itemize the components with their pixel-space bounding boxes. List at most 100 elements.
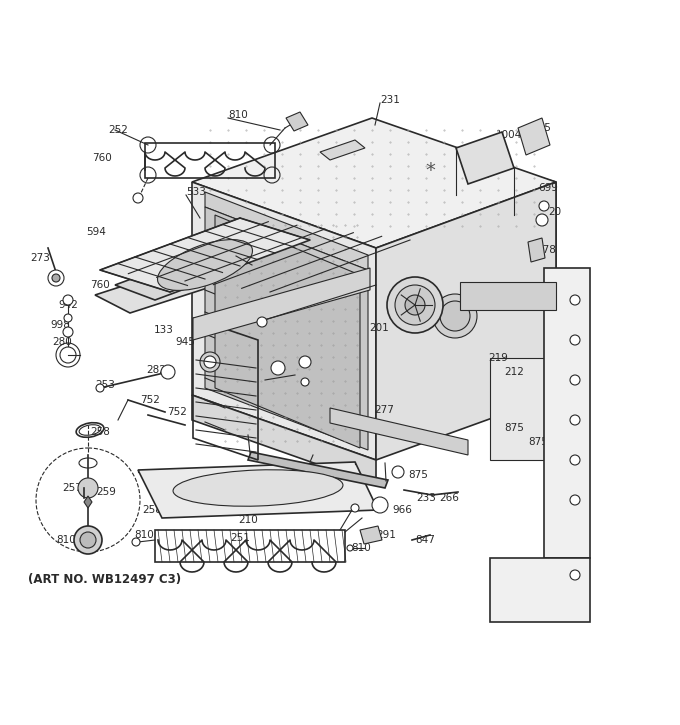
Polygon shape (460, 155, 556, 395)
Text: 810: 810 (56, 535, 75, 545)
Text: 230: 230 (255, 263, 275, 273)
Circle shape (570, 375, 580, 385)
Circle shape (257, 317, 267, 327)
Text: 752: 752 (167, 407, 187, 417)
Text: 1004: 1004 (496, 130, 522, 140)
Text: 252: 252 (108, 125, 128, 135)
Text: (ART NO. WB12497 C3): (ART NO. WB12497 C3) (28, 573, 181, 587)
Text: 1005: 1005 (313, 447, 339, 457)
Text: 210: 210 (238, 515, 258, 525)
Text: 246: 246 (126, 273, 146, 283)
Polygon shape (456, 132, 514, 184)
Text: 752: 752 (140, 395, 160, 405)
Text: 232: 232 (497, 285, 517, 295)
Ellipse shape (158, 239, 252, 291)
Circle shape (347, 545, 353, 551)
Circle shape (204, 356, 216, 368)
Text: 760: 760 (90, 280, 109, 290)
Polygon shape (215, 215, 360, 448)
Circle shape (301, 378, 309, 386)
Text: 212: 212 (504, 367, 524, 377)
Text: 219: 219 (488, 353, 508, 363)
Circle shape (570, 495, 580, 505)
Polygon shape (192, 182, 376, 460)
Circle shape (74, 526, 102, 554)
Text: 875: 875 (531, 123, 551, 133)
Text: 233: 233 (416, 493, 436, 503)
Text: 699: 699 (538, 183, 558, 193)
Text: 231: 231 (380, 95, 400, 105)
Text: 945: 945 (175, 337, 195, 347)
Circle shape (48, 270, 64, 286)
Text: 998: 998 (50, 320, 70, 330)
Text: 133: 133 (154, 325, 174, 335)
Polygon shape (490, 558, 590, 622)
Polygon shape (95, 240, 300, 313)
Ellipse shape (173, 470, 343, 506)
Text: 966: 966 (392, 505, 412, 515)
Text: 277: 277 (374, 405, 394, 415)
Circle shape (536, 214, 548, 226)
Circle shape (395, 285, 435, 325)
Text: 262: 262 (496, 595, 516, 605)
Polygon shape (286, 112, 308, 131)
Text: 809: 809 (215, 363, 235, 373)
Polygon shape (192, 395, 376, 485)
Circle shape (60, 347, 76, 363)
Circle shape (78, 478, 98, 498)
Polygon shape (360, 526, 382, 544)
Text: 259: 259 (96, 487, 116, 497)
Polygon shape (330, 408, 468, 455)
Circle shape (570, 455, 580, 465)
Text: 875: 875 (544, 553, 564, 563)
Text: 875: 875 (504, 423, 524, 433)
Text: 217: 217 (472, 170, 492, 180)
Text: 258: 258 (142, 505, 162, 515)
Circle shape (132, 538, 140, 546)
Polygon shape (248, 452, 388, 488)
Text: 760: 760 (92, 153, 112, 163)
Text: 942: 942 (58, 300, 78, 310)
Circle shape (200, 352, 220, 372)
Polygon shape (205, 192, 368, 270)
Polygon shape (518, 118, 550, 155)
Text: 211: 211 (544, 363, 564, 373)
Text: 875: 875 (408, 470, 428, 480)
Text: 223: 223 (342, 315, 362, 325)
Circle shape (63, 327, 73, 337)
Text: 280: 280 (52, 337, 72, 347)
Text: 847: 847 (415, 535, 435, 545)
Polygon shape (528, 238, 545, 262)
Text: 253: 253 (95, 380, 115, 390)
Text: 594: 594 (86, 227, 106, 237)
Circle shape (405, 295, 425, 315)
Text: 578: 578 (536, 245, 556, 255)
Polygon shape (205, 207, 368, 450)
Circle shape (133, 193, 143, 203)
Text: 201: 201 (369, 323, 389, 333)
Text: 251: 251 (230, 533, 250, 543)
Text: 291: 291 (376, 530, 396, 540)
Circle shape (433, 294, 477, 338)
Text: 534: 534 (394, 313, 414, 323)
Text: 258: 258 (90, 427, 110, 437)
Circle shape (392, 466, 404, 478)
Text: 810: 810 (134, 530, 154, 540)
Circle shape (64, 314, 72, 322)
Text: 250: 250 (316, 485, 336, 495)
Circle shape (570, 570, 580, 580)
Circle shape (161, 365, 175, 379)
Circle shape (80, 532, 96, 548)
Text: 533: 533 (186, 187, 206, 197)
Circle shape (372, 497, 388, 513)
Text: 875: 875 (311, 467, 331, 477)
Text: 20: 20 (548, 207, 561, 217)
Text: 266: 266 (439, 493, 459, 503)
Polygon shape (490, 358, 544, 460)
Circle shape (96, 384, 104, 392)
Text: 810: 810 (228, 110, 248, 120)
Circle shape (351, 504, 359, 512)
Circle shape (570, 415, 580, 425)
Polygon shape (320, 140, 365, 160)
Text: 1012: 1012 (222, 370, 248, 380)
